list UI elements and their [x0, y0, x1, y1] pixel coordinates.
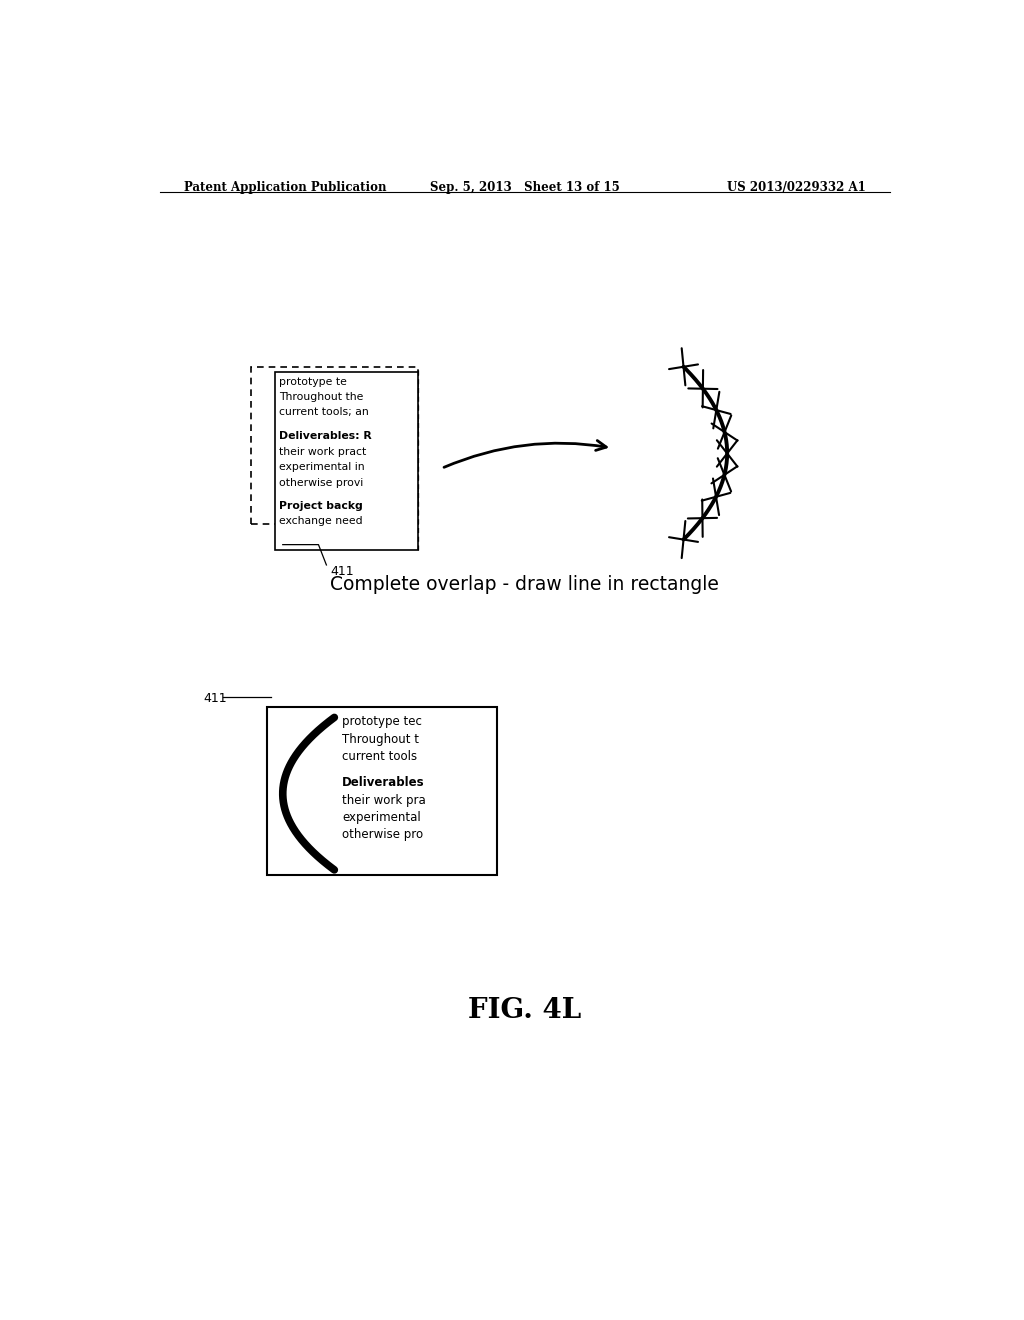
Text: experimental: experimental — [342, 810, 421, 824]
Bar — [251, 367, 418, 524]
Text: current tools: current tools — [342, 750, 418, 763]
Text: 411: 411 — [331, 565, 354, 578]
Text: 411: 411 — [204, 692, 227, 705]
Text: Complete overlap - draw line in rectangle: Complete overlap - draw line in rectangl… — [331, 576, 719, 594]
Text: Throughout the: Throughout the — [279, 392, 364, 403]
Text: Project backg: Project backg — [279, 500, 362, 511]
Text: Deliverables: R: Deliverables: R — [279, 430, 372, 441]
Text: current tools; an: current tools; an — [279, 408, 369, 417]
Text: their work pract: their work pract — [279, 447, 366, 457]
Text: Patent Application Publication: Patent Application Publication — [183, 181, 386, 194]
Text: prototype tec: prototype tec — [342, 715, 422, 729]
Bar — [274, 372, 418, 549]
Text: Throughout t: Throughout t — [342, 733, 419, 746]
Bar — [267, 708, 497, 875]
Text: US 2013/0229332 A1: US 2013/0229332 A1 — [727, 181, 866, 194]
Text: prototype te: prototype te — [279, 378, 347, 387]
Text: otherwise pro: otherwise pro — [342, 828, 423, 841]
Text: experimental in: experimental in — [279, 462, 365, 473]
Text: Deliverables: Deliverables — [342, 776, 425, 789]
Text: otherwise provi: otherwise provi — [279, 478, 364, 487]
Text: FIG. 4L: FIG. 4L — [468, 997, 582, 1024]
Text: exchange need: exchange need — [279, 516, 362, 527]
FancyArrowPatch shape — [444, 441, 606, 467]
Text: their work pra: their work pra — [342, 793, 426, 807]
Text: Sep. 5, 2013   Sheet 13 of 15: Sep. 5, 2013 Sheet 13 of 15 — [430, 181, 620, 194]
